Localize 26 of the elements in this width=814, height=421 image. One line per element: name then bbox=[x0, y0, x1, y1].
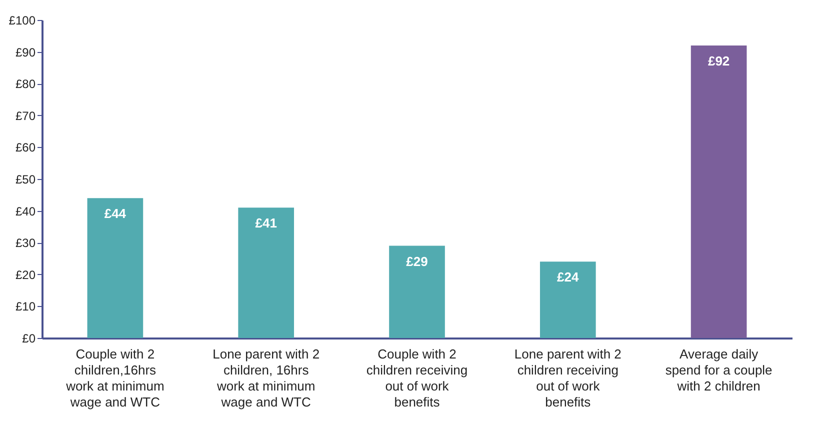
y-tick-label: £0 bbox=[22, 332, 36, 346]
y-tick-label: £100 bbox=[8, 14, 36, 28]
y-tick-label: £70 bbox=[15, 108, 36, 123]
bar bbox=[540, 262, 596, 338]
y-tick-label: £30 bbox=[15, 236, 36, 250]
bar bbox=[87, 198, 144, 338]
y-tick-label: £40 bbox=[15, 204, 36, 218]
bar bbox=[238, 208, 294, 338]
y-tick-label: £60 bbox=[15, 140, 36, 155]
x-tick-label: Lone parent with 2 children, 16hrs work at minimum wage and WTC bbox=[212, 346, 320, 410]
y-tick-label: £50 bbox=[15, 172, 36, 186]
bar bbox=[389, 246, 445, 338]
x-tick-label: Lone parent with 2 children receiving out of work benefits bbox=[514, 346, 622, 410]
y-tick-label: £80 bbox=[15, 77, 36, 92]
data-label: £29 bbox=[406, 254, 428, 269]
bar bbox=[690, 45, 747, 338]
y-tick-label: £90 bbox=[15, 45, 36, 60]
data-label: £41 bbox=[255, 216, 277, 231]
data-label: £92 bbox=[708, 53, 730, 68]
y-tick-label: £10 bbox=[15, 300, 36, 314]
x-tick-label: Average daily spend for a couple with 2 children bbox=[665, 346, 772, 394]
data-label: £24 bbox=[557, 270, 580, 285]
data-label: £44 bbox=[104, 206, 127, 222]
x-tick-label: Couple with 2 children receiving out of work benefits bbox=[366, 346, 468, 410]
x-tick-label: Couple with 2 children,16hrs work at minimum wage and WTC bbox=[65, 346, 164, 410]
y-tick-label: £20 bbox=[15, 268, 36, 282]
